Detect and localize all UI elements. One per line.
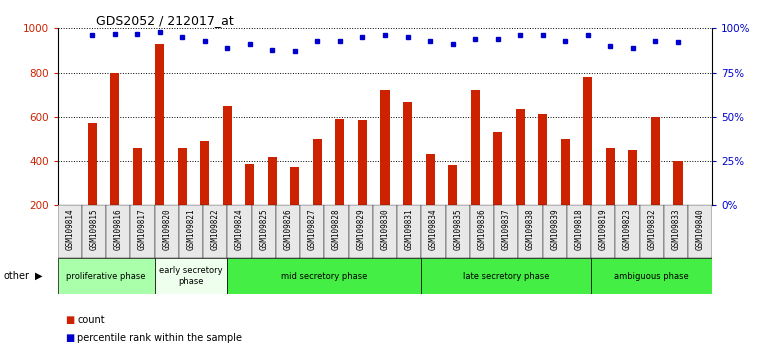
Text: early secretory
phase: early secretory phase: [159, 267, 223, 286]
Text: ▶: ▶: [35, 271, 42, 281]
Bar: [58, 205, 82, 258]
Text: GSM109827: GSM109827: [308, 208, 316, 250]
Text: GSM109840: GSM109840: [695, 208, 705, 250]
Bar: [651, 117, 660, 250]
Bar: [688, 205, 712, 258]
Text: GSM109824: GSM109824: [235, 208, 244, 250]
Text: late secretory phase: late secretory phase: [463, 272, 550, 281]
Text: ambiguous phase: ambiguous phase: [614, 272, 689, 281]
Bar: [561, 139, 570, 250]
Text: GSM109837: GSM109837: [502, 208, 511, 250]
Bar: [538, 114, 547, 250]
Text: GSM109821: GSM109821: [186, 208, 196, 250]
Bar: [106, 205, 130, 258]
Bar: [584, 77, 592, 250]
Bar: [380, 90, 390, 250]
Text: GSM109826: GSM109826: [283, 208, 293, 250]
Bar: [470, 90, 480, 250]
Bar: [567, 205, 591, 258]
Bar: [543, 205, 567, 258]
Bar: [591, 205, 615, 258]
Text: GSM109834: GSM109834: [429, 208, 438, 250]
Bar: [155, 258, 227, 294]
Bar: [88, 124, 96, 250]
Bar: [227, 205, 252, 258]
Bar: [246, 164, 254, 250]
Text: GSM109838: GSM109838: [526, 208, 535, 250]
Bar: [203, 205, 227, 258]
Text: GSM109825: GSM109825: [259, 208, 268, 250]
Bar: [130, 205, 155, 258]
Text: percentile rank within the sample: percentile rank within the sample: [77, 333, 242, 343]
Bar: [58, 258, 155, 294]
Text: GDS2052 / 212017_at: GDS2052 / 212017_at: [96, 14, 234, 27]
Text: ■: ■: [65, 315, 75, 325]
Bar: [268, 156, 277, 250]
Text: GSM109836: GSM109836: [477, 208, 487, 250]
Bar: [493, 132, 502, 250]
Bar: [674, 161, 682, 250]
Bar: [200, 141, 209, 250]
Bar: [227, 258, 421, 294]
Bar: [179, 205, 203, 258]
Bar: [290, 167, 300, 250]
Bar: [615, 205, 640, 258]
Text: GSM109830: GSM109830: [380, 208, 390, 250]
Bar: [349, 205, 373, 258]
Text: ■: ■: [65, 333, 75, 343]
Text: GSM109828: GSM109828: [332, 208, 341, 250]
Bar: [178, 148, 186, 250]
Text: GSM109819: GSM109819: [598, 208, 608, 250]
Bar: [276, 205, 300, 258]
Bar: [470, 205, 494, 258]
Bar: [421, 258, 591, 294]
Bar: [324, 205, 349, 258]
Bar: [155, 44, 164, 250]
Bar: [313, 139, 322, 250]
Bar: [628, 150, 638, 250]
Bar: [223, 106, 232, 250]
Text: GSM109818: GSM109818: [574, 208, 584, 250]
Text: GSM109829: GSM109829: [357, 208, 365, 250]
Bar: [591, 258, 712, 294]
Bar: [252, 205, 276, 258]
Bar: [640, 205, 664, 258]
Bar: [397, 205, 421, 258]
Text: GSM109820: GSM109820: [162, 208, 172, 250]
Text: GSM109823: GSM109823: [623, 208, 632, 250]
Bar: [664, 205, 688, 258]
Bar: [300, 205, 324, 258]
Bar: [82, 205, 106, 258]
Text: GSM109816: GSM109816: [114, 208, 123, 250]
Bar: [155, 205, 179, 258]
Text: GSM109814: GSM109814: [65, 208, 75, 250]
Bar: [426, 154, 434, 250]
Text: proliferative phase: proliferative phase: [66, 272, 146, 281]
Text: GSM109822: GSM109822: [211, 208, 219, 250]
Bar: [403, 102, 412, 250]
Text: GSM109815: GSM109815: [89, 208, 99, 250]
Text: mid secretory phase: mid secretory phase: [281, 272, 367, 281]
Bar: [516, 109, 524, 250]
Text: GSM109831: GSM109831: [405, 208, 413, 250]
Text: GSM109833: GSM109833: [671, 208, 681, 250]
Bar: [446, 205, 470, 258]
Bar: [448, 166, 457, 250]
Text: other: other: [4, 271, 30, 281]
Bar: [336, 119, 344, 250]
Bar: [606, 148, 615, 250]
Bar: [494, 205, 518, 258]
Bar: [358, 120, 367, 250]
Bar: [518, 205, 543, 258]
Bar: [132, 148, 142, 250]
Text: GSM109835: GSM109835: [454, 208, 462, 250]
Bar: [373, 205, 397, 258]
Text: GSM109832: GSM109832: [647, 208, 656, 250]
Text: GSM109817: GSM109817: [138, 208, 147, 250]
Text: GSM109839: GSM109839: [551, 208, 559, 250]
Text: count: count: [77, 315, 105, 325]
Bar: [421, 205, 446, 258]
Bar: [110, 73, 119, 250]
